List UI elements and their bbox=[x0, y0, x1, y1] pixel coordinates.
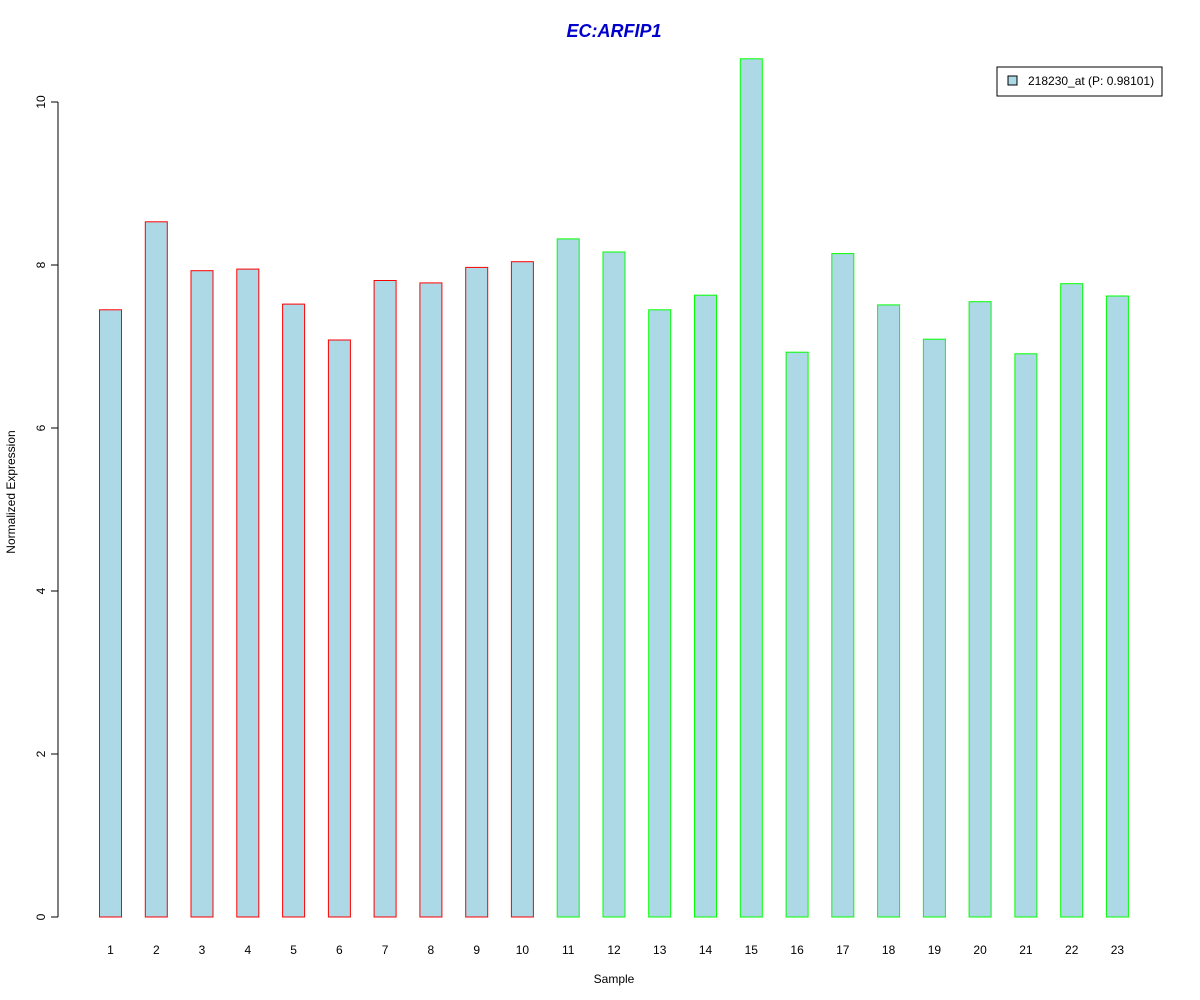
y-tick-label: 4 bbox=[34, 587, 48, 594]
legend-swatch bbox=[1007, 75, 1018, 86]
x-tick-label: 1 bbox=[107, 943, 114, 957]
x-axis-tick-labels: 1 2 3 4 5 6 7 8 9 10 11 12 13 14 15 16 17 18 19 20 21 22 23 bbox=[107, 943, 1124, 957]
x-axis-title: Sample bbox=[594, 972, 635, 986]
y-tick-label: 0 bbox=[34, 913, 48, 920]
bar-sample-14 bbox=[694, 294, 717, 918]
x-tick-label: 17 bbox=[836, 943, 850, 957]
bar-sample-11 bbox=[556, 238, 580, 918]
bar-sample-4 bbox=[236, 268, 260, 918]
x-tick-label: 12 bbox=[607, 943, 621, 957]
bar-sample-16 bbox=[785, 351, 809, 918]
y-axis: 0 2 4 6 8 10 bbox=[34, 95, 59, 920]
x-tick-label: 15 bbox=[745, 943, 759, 957]
bar-sample-7 bbox=[373, 280, 397, 918]
bar-sample-15 bbox=[739, 58, 763, 918]
bar-sample-17 bbox=[831, 253, 855, 918]
bar-sample-21 bbox=[1014, 353, 1038, 918]
bar-sample-9 bbox=[465, 266, 489, 918]
x-tick-label: 20 bbox=[973, 943, 987, 957]
legend-box bbox=[996, 66, 1163, 97]
bar-sample-2 bbox=[144, 221, 168, 918]
x-tick-label: 23 bbox=[1111, 943, 1125, 957]
x-tick-label: 4 bbox=[244, 943, 251, 957]
x-tick-label: 7 bbox=[382, 943, 389, 957]
bar-sample-20 bbox=[968, 301, 992, 918]
y-tick-label: 6 bbox=[34, 424, 48, 431]
x-tick-label: 13 bbox=[653, 943, 667, 957]
bar-sample-22 bbox=[1060, 283, 1084, 918]
x-tick-label: 2 bbox=[153, 943, 160, 957]
bars bbox=[99, 58, 1129, 918]
x-tick-label: 9 bbox=[473, 943, 480, 957]
x-tick-label: 22 bbox=[1065, 943, 1079, 957]
y-tick-label: 8 bbox=[34, 261, 48, 268]
legend: 218230_at (P: 0.98101) bbox=[996, 66, 1163, 97]
x-tick-label: 6 bbox=[336, 943, 343, 957]
y-axis-title: Normalized Expression bbox=[4, 430, 18, 553]
x-tick-label: 21 bbox=[1019, 943, 1033, 957]
x-tick-label: 5 bbox=[290, 943, 297, 957]
bar-sample-19 bbox=[922, 338, 946, 918]
chart-title: EC:ARFIP1 bbox=[566, 21, 661, 41]
bar-sample-18 bbox=[877, 304, 901, 918]
bar-sample-3 bbox=[190, 270, 214, 918]
x-tick-label: 3 bbox=[199, 943, 206, 957]
x-tick-label: 18 bbox=[882, 943, 896, 957]
bar-sample-5 bbox=[282, 303, 306, 918]
x-tick-label: 8 bbox=[428, 943, 435, 957]
x-tick-label: 14 bbox=[699, 943, 713, 957]
bar-sample-13 bbox=[648, 309, 672, 918]
legend-label: 218230_at (P: 0.98101) bbox=[1028, 74, 1154, 88]
bar-sample-23 bbox=[1105, 295, 1129, 918]
bar-sample-8 bbox=[419, 282, 443, 918]
x-tick-label: 11 bbox=[562, 943, 575, 957]
y-tick-label: 10 bbox=[34, 95, 48, 109]
bar-sample-10 bbox=[510, 261, 534, 918]
bar-sample-6 bbox=[327, 339, 351, 918]
bar-sample-1 bbox=[99, 309, 122, 918]
x-tick-label: 16 bbox=[790, 943, 804, 957]
y-tick-label: 2 bbox=[34, 750, 48, 757]
x-tick-label: 10 bbox=[516, 943, 530, 957]
x-tick-label: 19 bbox=[928, 943, 942, 957]
bar-sample-12 bbox=[602, 251, 626, 918]
